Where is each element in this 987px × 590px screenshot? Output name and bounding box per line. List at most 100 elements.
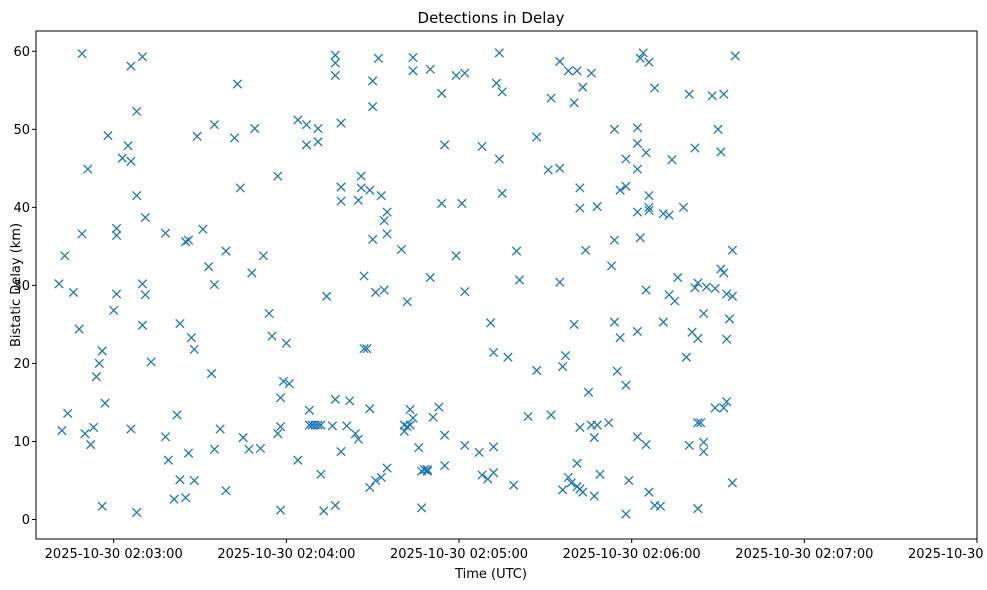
data-point [235,183,245,193]
data-point [710,403,720,413]
data-point [382,463,392,473]
data-point [460,286,470,297]
data-point [362,343,372,354]
data-point [221,485,231,496]
data-point [727,245,738,255]
data-point [275,393,286,403]
y-tick-label: 10 [13,435,30,450]
data-point [408,66,418,76]
data-point [460,68,470,78]
data-point [273,428,283,439]
data-point [77,48,87,59]
data-point [670,296,680,306]
data-point [497,87,507,97]
data-point [678,202,689,213]
data-point [563,66,574,76]
data-point [68,287,79,298]
data-point [77,229,87,239]
data-point [586,68,597,78]
data-point [721,397,732,407]
data-point [313,137,323,147]
data-point [356,171,366,181]
data-point [83,164,93,174]
data-point [425,272,435,283]
data-point [609,317,620,327]
x-tick-label: 2025-10-30 02:07:00 [735,547,873,562]
data-point [589,432,599,443]
data-point [514,275,525,285]
data-point [330,70,340,81]
data-point [382,207,392,217]
data-point [727,478,738,488]
y-tick-label: 40 [13,201,30,216]
data-point [509,480,519,490]
data-point [592,420,602,430]
data-point [719,268,729,278]
data-point [719,89,729,99]
data-point [575,183,585,193]
data-point [180,492,191,503]
data-point [667,155,677,165]
data-point [716,147,726,157]
plot-frame [35,30,978,540]
data-point [275,421,286,432]
data-point [293,115,303,125]
data-point [638,48,648,58]
data-point [301,140,312,150]
data-point [160,432,171,442]
data-point [275,505,286,515]
data-point [523,411,533,422]
data-point [408,413,418,423]
data-point [137,320,148,330]
data-point [632,123,643,133]
data-point [111,223,122,234]
data-point [232,79,243,89]
data-point [609,124,620,134]
data-point [658,208,668,219]
y-tick-label: 0 [22,513,30,528]
data-point [716,264,726,274]
data-point [137,52,148,62]
data-point [267,331,277,341]
data-point [284,379,294,389]
data-point [336,196,346,206]
data-point [350,428,361,439]
data-point [140,290,151,300]
data-point [612,366,622,376]
data-point [494,48,504,58]
data-point [281,338,292,348]
data-point [451,251,461,261]
data-point [603,418,614,428]
data-point [175,318,185,329]
data-point [353,195,363,205]
data-point [615,333,625,343]
data-point [488,347,499,358]
data-point [437,198,447,209]
data-point [488,468,499,478]
x-axis: 2025-10-30 02:03:00 2025-10-30 02:04:00 20… [45,539,987,562]
data-point [578,487,588,497]
data-point [503,352,513,362]
data-point [698,446,709,457]
data-point [486,318,496,328]
data-point [370,475,381,486]
data-point [123,141,133,151]
data-point [719,403,729,413]
data-point [405,420,415,430]
data-point [330,500,340,511]
data-point [264,308,274,319]
data-point [304,405,315,415]
data-point [589,491,599,501]
data-point [684,89,694,99]
data-point [583,387,594,397]
data-point [192,131,202,142]
data-point [437,88,447,99]
data-point [140,212,151,223]
data-point [713,124,723,134]
data-point [543,165,553,175]
data-point [428,412,438,422]
data-point [632,432,643,442]
data-point [321,291,332,301]
data-point [575,422,585,433]
data-point [405,404,415,415]
